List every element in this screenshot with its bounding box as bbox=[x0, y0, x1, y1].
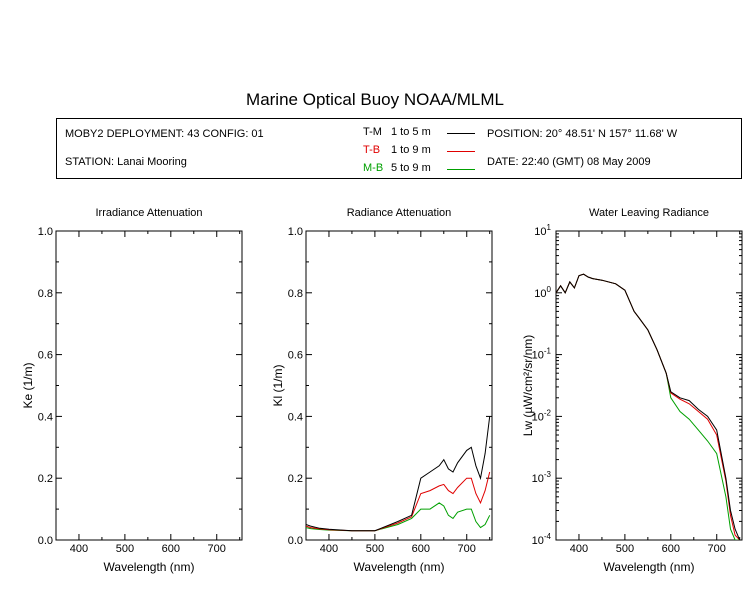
x-tick-label: 400 bbox=[70, 543, 88, 555]
y-tick-label: 10-4 bbox=[532, 532, 552, 547]
y-tick-label: 0.2 bbox=[288, 473, 303, 485]
y-tick-label: 0.6 bbox=[38, 350, 53, 362]
y-tick-label: 101 bbox=[534, 223, 551, 238]
legend-code-mb: M-B bbox=[363, 162, 384, 174]
legend-line-tb bbox=[447, 151, 475, 152]
x-tick-label: 400 bbox=[320, 543, 338, 555]
y-axis-label: Kl (1/m) bbox=[271, 364, 285, 406]
chart-title: Irradiance Attenuation bbox=[95, 207, 202, 219]
x-tick-label: 700 bbox=[458, 543, 476, 555]
y-tick-label: 100 bbox=[534, 285, 551, 300]
y-tick-label: 0.6 bbox=[288, 350, 303, 362]
x-tick-label: 700 bbox=[708, 543, 726, 555]
y-tick-label: 0.4 bbox=[288, 411, 303, 423]
legend-line-tm bbox=[447, 133, 475, 134]
y-tick-label: 10-3 bbox=[532, 470, 552, 485]
legend-range-mb: 5 to 9 m bbox=[391, 162, 431, 174]
y-tick-label: 0.8 bbox=[38, 288, 53, 300]
x-tick-label: 500 bbox=[616, 543, 634, 555]
series-line-t-b bbox=[556, 273, 741, 540]
chart-title: Water Leaving Radiance bbox=[589, 207, 709, 219]
legend-range-tb: 1 to 9 m bbox=[391, 144, 431, 156]
x-tick-label: 600 bbox=[662, 543, 680, 555]
series-line-t-m bbox=[556, 273, 741, 540]
y-tick-label: 1.0 bbox=[288, 226, 303, 238]
series-line-m-b bbox=[306, 502, 491, 532]
legend-line-mb bbox=[447, 169, 475, 170]
legend-range-tm: 1 to 5 m bbox=[391, 126, 431, 138]
series-line-m-b bbox=[556, 273, 740, 540]
x-axis-label: Wavelength (nm) bbox=[104, 560, 195, 574]
y-tick-label: 0.4 bbox=[38, 411, 53, 423]
station-text: STATION: Lanai Mooring bbox=[65, 156, 187, 168]
y-axis-label: Lw (µW/cm²/sr/nm) bbox=[521, 335, 535, 437]
plot-frame bbox=[305, 230, 493, 541]
plot-frame bbox=[555, 230, 743, 541]
y-tick-label: 0.0 bbox=[288, 535, 303, 547]
deployment-text: MOBY2 DEPLOYMENT: 43 CONFIG: 01 bbox=[65, 128, 264, 140]
y-tick-label: 0.0 bbox=[38, 535, 53, 547]
position-text: POSITION: 20° 48.51' N 157° 11.68' W bbox=[487, 128, 678, 140]
x-axis-label: Wavelength (nm) bbox=[604, 560, 695, 574]
y-tick-label: 1.0 bbox=[38, 226, 53, 238]
x-tick-label: 600 bbox=[412, 543, 430, 555]
y-tick-label: 0.2 bbox=[38, 473, 53, 485]
x-tick-label: 400 bbox=[570, 543, 588, 555]
x-tick-label: 500 bbox=[116, 543, 134, 555]
chart-1: Irradiance Attenuation 400 500 600 700 0.0 0.2… bbox=[21, 207, 243, 574]
plot-frame bbox=[55, 230, 243, 541]
info-box: MOBY2 DEPLOYMENT: 43 CONFIG: 01 STATION:… bbox=[56, 118, 742, 179]
date-text: DATE: 22:40 (GMT) 08 May 2009 bbox=[487, 156, 651, 168]
y-tick-label: 0.8 bbox=[288, 288, 303, 300]
chart-title: Radiance Attenuation bbox=[347, 207, 452, 219]
chart-3: Water Leaving Radiance 400 500 600 700 10-4 10… bbox=[521, 207, 743, 574]
y-axis-label: Ke (1/m) bbox=[21, 362, 35, 408]
chart-2: Radiance Attenuation 400 500 600 700 0.0 0.2 0.… bbox=[271, 207, 493, 574]
x-tick-label: 600 bbox=[162, 543, 180, 555]
series-line-t-m bbox=[306, 416, 491, 532]
page-title: Marine Optical Buoy NOAA/MLML bbox=[246, 90, 504, 109]
legend-code-tm: T-M bbox=[363, 126, 382, 138]
x-axis-label: Wavelength (nm) bbox=[354, 560, 445, 574]
x-tick-label: 500 bbox=[366, 543, 384, 555]
legend-code-tb: T-B bbox=[363, 144, 381, 156]
x-tick-label: 700 bbox=[208, 543, 226, 555]
